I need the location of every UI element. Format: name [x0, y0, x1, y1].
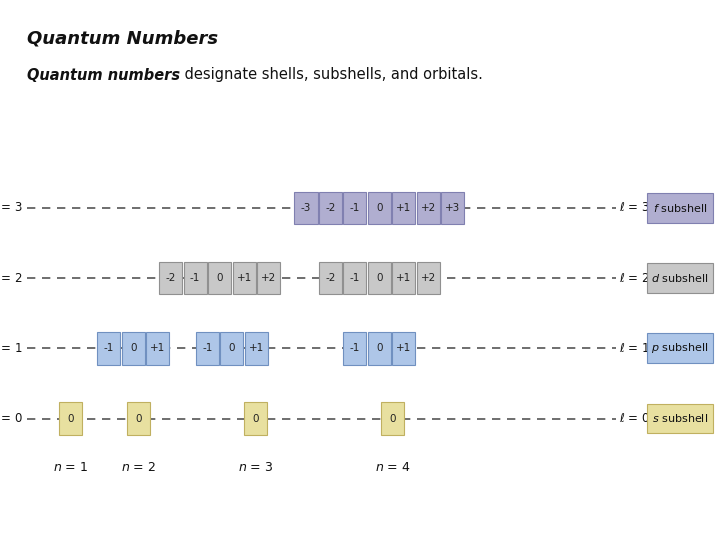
FancyBboxPatch shape: [159, 262, 182, 294]
Text: +2: +2: [261, 273, 276, 283]
Text: $\mathit{n}$ = 1: $\mathit{n}$ = 1: [53, 461, 88, 474]
Text: $\mathit{f}$ subshell: $\mathit{f}$ subshell: [652, 202, 707, 214]
FancyBboxPatch shape: [233, 262, 256, 294]
FancyBboxPatch shape: [392, 332, 415, 365]
Text: +1: +1: [396, 343, 412, 353]
Text: 0: 0: [376, 343, 383, 353]
Text: -2: -2: [325, 203, 336, 213]
FancyBboxPatch shape: [368, 332, 391, 365]
FancyBboxPatch shape: [220, 332, 243, 365]
FancyBboxPatch shape: [343, 192, 366, 224]
Text: -1: -1: [350, 203, 360, 213]
FancyBboxPatch shape: [647, 333, 713, 363]
Text: $\mathit{p}$ subshell: $\mathit{p}$ subshell: [651, 341, 708, 355]
Text: -1: -1: [190, 273, 200, 283]
FancyBboxPatch shape: [647, 193, 713, 222]
FancyBboxPatch shape: [647, 263, 713, 293]
Text: 0: 0: [130, 343, 137, 353]
Text: -1: -1: [104, 343, 114, 353]
Text: +1: +1: [150, 343, 166, 353]
Text: $\mathit{n}$ = 4: $\mathit{n}$ = 4: [374, 461, 410, 474]
Text: $\ell$ = 2: $\ell$ = 2: [619, 272, 650, 285]
Text: -2: -2: [166, 273, 176, 283]
FancyBboxPatch shape: [127, 402, 150, 435]
FancyBboxPatch shape: [319, 192, 342, 224]
FancyBboxPatch shape: [146, 332, 169, 365]
FancyBboxPatch shape: [392, 192, 415, 224]
FancyBboxPatch shape: [294, 192, 318, 224]
Text: -1: -1: [350, 273, 360, 283]
FancyBboxPatch shape: [368, 192, 391, 224]
Text: designate shells, subshells, and orbitals.: designate shells, subshells, and orbital…: [181, 68, 483, 83]
Text: $\ell$ = 2: $\ell$ = 2: [0, 272, 23, 285]
Text: $\ell$ = 1: $\ell$ = 1: [0, 342, 23, 355]
FancyBboxPatch shape: [343, 332, 366, 365]
Text: $\ell$ = 1: $\ell$ = 1: [619, 342, 650, 355]
Text: +2: +2: [420, 273, 436, 283]
Text: $\mathit{n}$ = 3: $\mathit{n}$ = 3: [238, 461, 274, 474]
Text: 0: 0: [228, 343, 235, 353]
Text: +1: +1: [396, 273, 412, 283]
Text: +2: +2: [420, 203, 436, 213]
Text: 0: 0: [216, 273, 223, 283]
Text: +1: +1: [248, 343, 264, 353]
Text: +3: +3: [445, 203, 461, 213]
FancyBboxPatch shape: [184, 262, 207, 294]
Text: $\ell$ = 0: $\ell$ = 0: [0, 412, 23, 425]
Text: $\ell$ = 0: $\ell$ = 0: [619, 412, 650, 425]
FancyBboxPatch shape: [319, 262, 342, 294]
FancyBboxPatch shape: [208, 262, 231, 294]
Text: Quantum Numbers: Quantum Numbers: [27, 30, 218, 48]
Text: -3: -3: [301, 203, 311, 213]
Text: +1: +1: [396, 203, 412, 213]
Text: +1: +1: [236, 273, 252, 283]
FancyBboxPatch shape: [417, 262, 440, 294]
FancyBboxPatch shape: [97, 332, 120, 365]
FancyBboxPatch shape: [245, 332, 268, 365]
Text: 0: 0: [376, 273, 383, 283]
Text: -1: -1: [350, 343, 360, 353]
Text: 0: 0: [376, 203, 383, 213]
Text: 0: 0: [252, 414, 259, 423]
FancyBboxPatch shape: [257, 262, 280, 294]
FancyBboxPatch shape: [59, 402, 82, 435]
Text: $\mathit{d}$ subshell: $\mathit{d}$ subshell: [651, 272, 708, 284]
FancyBboxPatch shape: [417, 192, 440, 224]
Text: $\ell$ = 3: $\ell$ = 3: [619, 201, 650, 214]
FancyBboxPatch shape: [122, 332, 145, 365]
Text: 0: 0: [135, 414, 142, 423]
FancyBboxPatch shape: [244, 402, 267, 435]
Text: -2: -2: [325, 273, 336, 283]
FancyBboxPatch shape: [392, 262, 415, 294]
FancyBboxPatch shape: [196, 332, 219, 365]
FancyBboxPatch shape: [647, 404, 713, 433]
FancyBboxPatch shape: [343, 262, 366, 294]
Text: 0: 0: [389, 414, 396, 423]
Text: $\mathit{n}$ = 2: $\mathit{n}$ = 2: [121, 461, 156, 474]
Text: 0: 0: [67, 414, 74, 423]
Text: $\mathit{s}$ subshell: $\mathit{s}$ subshell: [652, 413, 708, 424]
Text: Quantum numbers: Quantum numbers: [27, 68, 181, 83]
FancyBboxPatch shape: [368, 262, 391, 294]
FancyBboxPatch shape: [381, 402, 404, 435]
Text: $\ell$ = 3: $\ell$ = 3: [0, 201, 23, 214]
Text: -1: -1: [202, 343, 212, 353]
FancyBboxPatch shape: [441, 192, 464, 224]
